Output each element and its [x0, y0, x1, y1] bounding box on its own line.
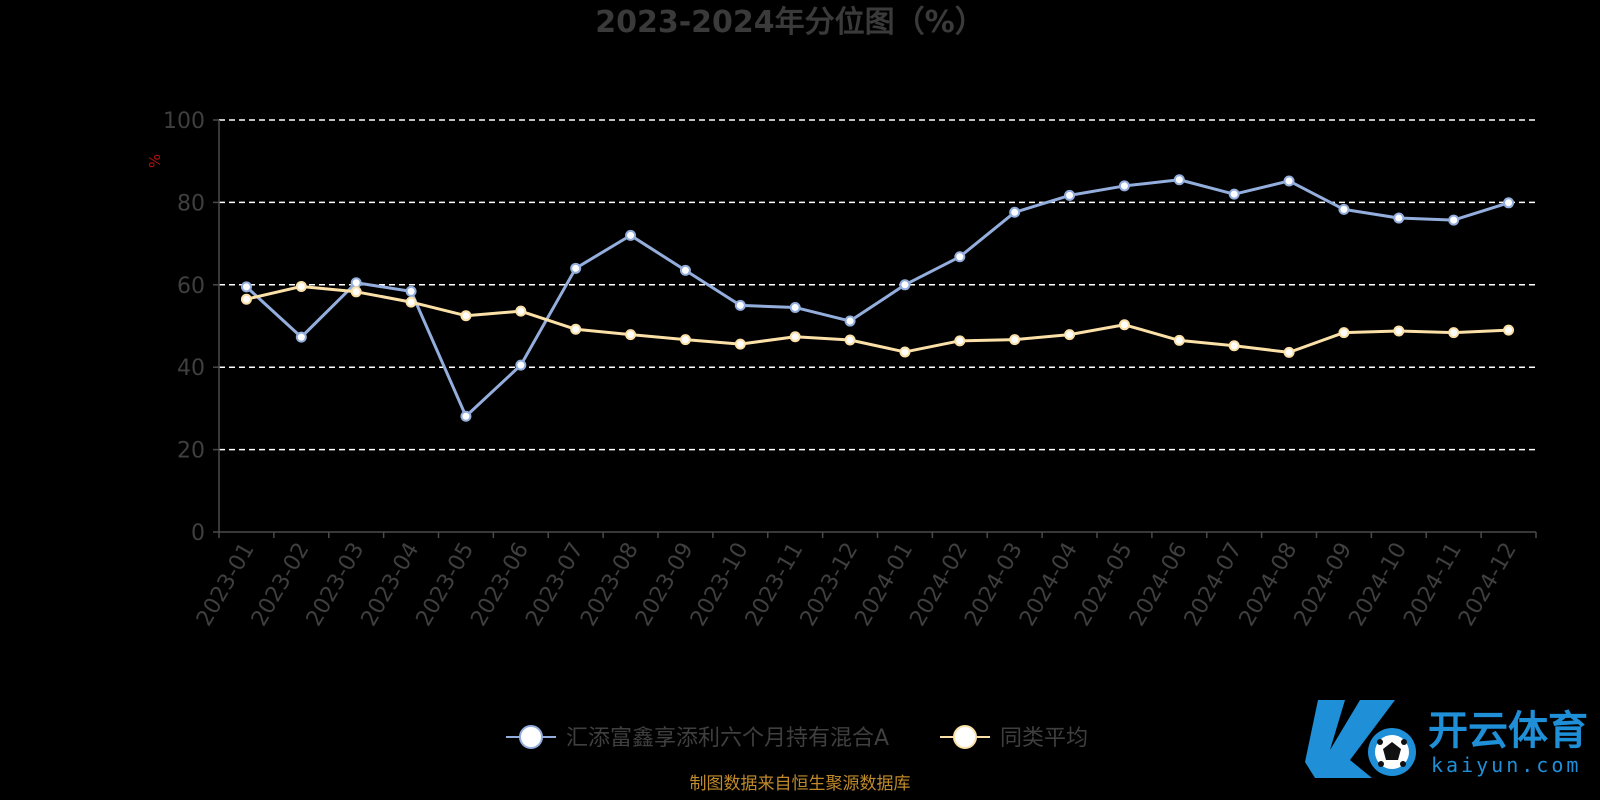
data-point-series-2[interactable]	[515, 305, 527, 317]
data-point-series-1[interactable]	[515, 359, 527, 371]
legend-item-2[interactable]: 同类平均	[940, 725, 1088, 751]
legend-marker	[953, 725, 977, 749]
data-point-series-1[interactable]	[1283, 175, 1295, 187]
legend[interactable]: 汇添富鑫享添利六个月持有混合A 同类平均	[506, 725, 1088, 751]
data-point-series-2[interactable]	[1393, 325, 1405, 337]
data-point-series-2[interactable]	[899, 346, 911, 358]
data-point-series-2[interactable]	[295, 280, 307, 292]
chart-title: 2023-2024年分位图（%）	[595, 5, 985, 40]
data-point-series-2[interactable]	[350, 286, 362, 298]
legend-item-1[interactable]: 汇添富鑫享添利六个月持有混合A	[506, 725, 889, 751]
series-layer	[240, 174, 1515, 422]
data-point-series-1[interactable]	[1503, 197, 1515, 209]
data-point-series-2[interactable]	[1338, 327, 1350, 339]
y-tick-label: 20	[177, 439, 205, 464]
kaiyun-logo-icon	[1305, 700, 1416, 778]
data-point-series-2[interactable]	[1228, 340, 1240, 352]
watermark-brand-en: kaiyun.com	[1431, 753, 1581, 777]
data-point-series-1[interactable]	[625, 229, 637, 241]
y-tick-label: 60	[177, 274, 205, 299]
y-tick-label: 40	[177, 356, 205, 381]
data-point-series-1[interactable]	[844, 315, 856, 327]
data-point-series-2[interactable]	[1448, 327, 1460, 339]
y-tick-label: 80	[177, 191, 205, 216]
data-point-series-2[interactable]	[1064, 329, 1076, 341]
data-point-series-2[interactable]	[1283, 346, 1295, 358]
data-point-series-2[interactable]	[1118, 319, 1130, 331]
data-point-series-1[interactable]	[1338, 203, 1350, 215]
data-point-series-1[interactable]	[350, 277, 362, 289]
data-point-series-1[interactable]	[1009, 206, 1021, 218]
data-point-series-1[interactable]	[734, 299, 746, 311]
data-point-series-2[interactable]	[954, 335, 966, 347]
data-point-series-2[interactable]	[734, 338, 746, 350]
data-point-series-1[interactable]	[405, 285, 417, 297]
watermark-logo: 开云体育 kaiyun.com	[1305, 700, 1588, 778]
data-point-series-1[interactable]	[1228, 188, 1240, 200]
data-point-series-2[interactable]	[460, 310, 472, 322]
y-axis-label: %	[146, 154, 164, 168]
data-point-series-1[interactable]	[1064, 189, 1076, 201]
data-point-series-1[interactable]	[954, 251, 966, 263]
data-point-series-1[interactable]	[295, 331, 307, 343]
data-point-series-1[interactable]	[1448, 214, 1460, 226]
axes: 0204060801002023-012023-022023-032023-04…	[163, 109, 1537, 631]
data-point-series-2[interactable]	[844, 334, 856, 346]
legend-marker	[519, 725, 543, 749]
data-point-series-1[interactable]	[1393, 212, 1405, 224]
legend-label: 同类平均	[1000, 726, 1088, 751]
data-point-series-1[interactable]	[899, 279, 911, 291]
data-point-series-2[interactable]	[1173, 334, 1185, 346]
data-point-series-1[interactable]	[679, 264, 691, 276]
y-tick-label: 100	[163, 109, 205, 134]
series-line-1	[245, 178, 1510, 418]
data-point-series-2[interactable]	[1503, 324, 1515, 336]
grid-lines	[219, 119, 1536, 451]
legend-label: 汇添富鑫享添利六个月持有混合A	[566, 726, 889, 751]
data-point-series-1[interactable]	[460, 410, 472, 422]
data-point-series-1[interactable]	[789, 301, 801, 313]
data-point-series-1[interactable]	[570, 262, 582, 274]
data-point-series-2[interactable]	[625, 329, 637, 341]
data-point-series-2[interactable]	[405, 296, 417, 308]
data-point-series-2[interactable]	[570, 323, 582, 335]
data-point-series-2[interactable]	[240, 293, 252, 305]
data-point-series-1[interactable]	[240, 281, 252, 293]
source-note: 制图数据来自恒生聚源数据库	[690, 774, 911, 794]
data-point-series-1[interactable]	[1118, 180, 1130, 192]
series-line-2	[246, 284, 1509, 354]
y-tick-label: 0	[191, 521, 205, 546]
data-point-series-2[interactable]	[789, 331, 801, 343]
watermark-brand-cn: 开云体育	[1428, 708, 1588, 754]
data-point-series-1[interactable]	[1173, 174, 1185, 186]
data-point-series-2[interactable]	[679, 334, 691, 346]
data-point-series-2[interactable]	[1009, 334, 1021, 346]
